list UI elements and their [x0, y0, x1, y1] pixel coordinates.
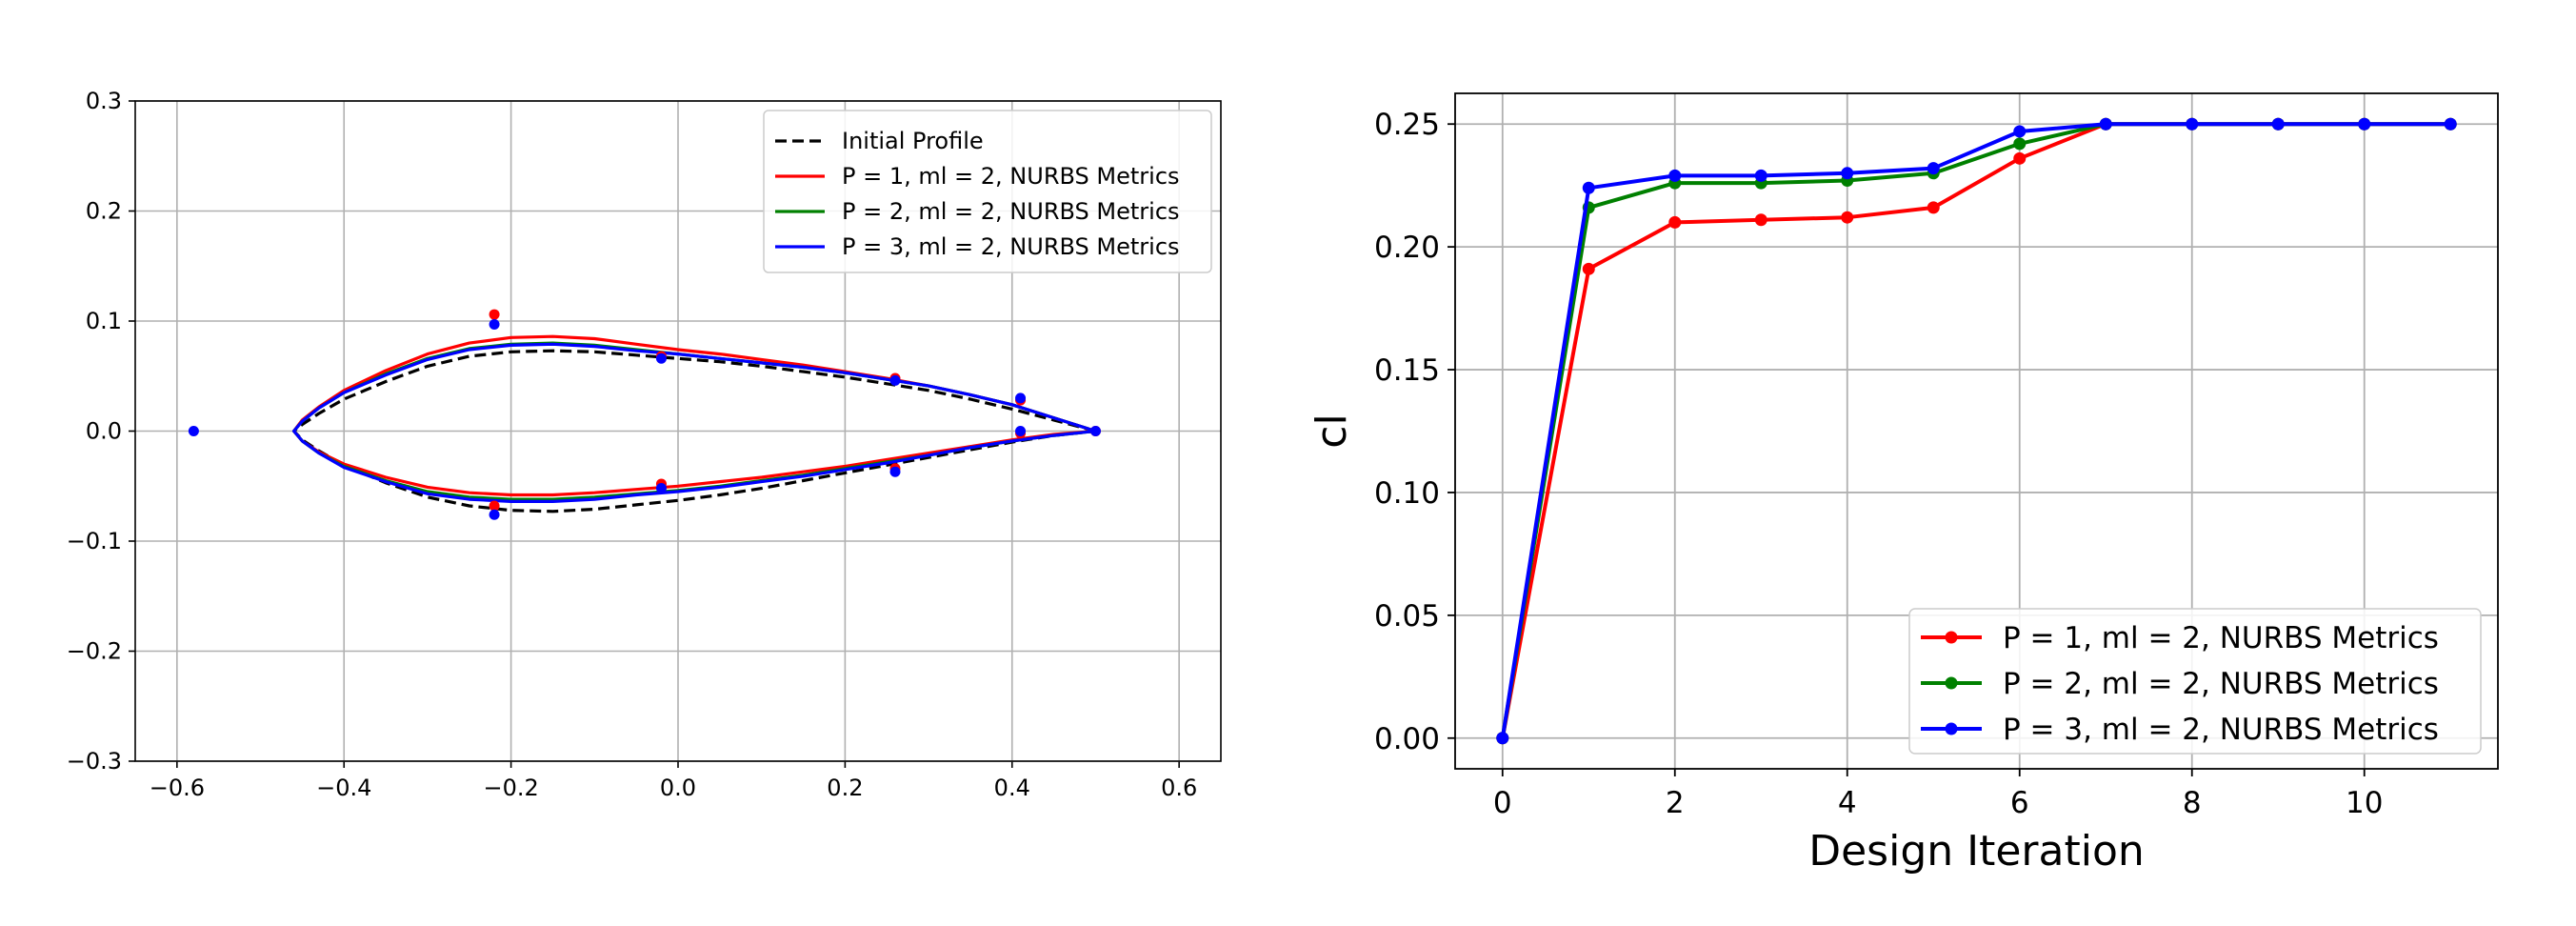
- series-line-2: [292, 341, 1096, 501]
- legend-label-1: P = 2, ml = 2, NURBS Metrics: [2003, 667, 2439, 701]
- control-point: [889, 466, 901, 477]
- x-tick-label: 6: [2010, 786, 2029, 820]
- legend-marker-2: [1945, 722, 1958, 735]
- legend-label-0: P = 1, ml = 2, NURBS Metrics: [2003, 621, 2439, 655]
- control-point: [1015, 393, 1027, 404]
- x-tick-label: −0.4: [316, 775, 371, 801]
- legend-box: [763, 110, 1212, 273]
- series-point-2: [1841, 167, 1854, 180]
- control-point: [889, 374, 901, 386]
- series-point-2: [2099, 117, 2112, 131]
- y-tick-label: 0.20: [1374, 231, 1440, 265]
- control-point: [489, 309, 500, 320]
- legend-label-1: P = 1, ml = 2, NURBS Metrics: [842, 163, 1180, 190]
- x-tick-label: 0.6: [1161, 775, 1197, 801]
- y-tick-label: −0.2: [67, 638, 122, 665]
- legend-label-3: P = 3, ml = 2, NURBS Metrics: [842, 233, 1180, 260]
- plot-frame: [1454, 92, 2499, 770]
- x-tick-label: 0: [1493, 786, 1512, 820]
- control-point: [655, 352, 667, 364]
- series-point-2: [2358, 117, 2371, 131]
- series-point-2: [1582, 181, 1595, 194]
- x-tick-label: 0.4: [994, 775, 1030, 801]
- y-tick-label: 0.2: [86, 198, 122, 225]
- legend-label-2: P = 3, ml = 2, NURBS Metrics: [2003, 713, 2439, 747]
- x-tick-label: 0.0: [660, 775, 696, 801]
- y-tick-label: 0.15: [1374, 353, 1440, 388]
- control-point: [489, 318, 500, 330]
- x-tick-label: 10: [2346, 786, 2383, 820]
- series-line-2: [1500, 122, 2451, 739]
- y-tick-label: 0.00: [1374, 722, 1440, 756]
- x-tick-label: 0.2: [827, 775, 863, 801]
- x-tick-label: −0.2: [483, 775, 538, 801]
- control-point: [489, 500, 500, 512]
- y-tick-label: 0.3: [86, 88, 122, 114]
- y-tick-label: 0.0: [86, 418, 122, 445]
- legend-box: [1908, 608, 2482, 755]
- series-point-1: [2013, 137, 2027, 151]
- legend-marker-0: [1945, 631, 1958, 644]
- x-tick-label: 8: [2183, 786, 2202, 820]
- series-point-0: [1754, 213, 1767, 227]
- series-point-2: [2013, 125, 2027, 138]
- plot-area: [188, 309, 1101, 520]
- x-axis-label: Design Iteration: [1808, 827, 2145, 876]
- y-tick-label: 0.10: [1374, 476, 1440, 511]
- legend: Initial Profile P = 1, ml = 2, NURBS Metr…: [763, 110, 1212, 273]
- x-tick-label: −0.6: [150, 775, 205, 801]
- series-point-2: [2186, 117, 2199, 131]
- y-tick-label: −0.1: [67, 528, 122, 554]
- series-point-2: [2271, 117, 2285, 131]
- plot-frame: [134, 100, 1222, 762]
- legend-label-0: Initial Profile: [842, 128, 984, 154]
- control-point: [655, 483, 667, 494]
- legend: P = 1, ml = 2, NURBS Metrics P = 2, ml = …: [1908, 608, 2482, 755]
- series-line-3: [292, 342, 1096, 503]
- legend-label-2: P = 2, ml = 2, NURBS Metrics: [842, 198, 1180, 225]
- x-tick-label: 2: [1666, 786, 1685, 820]
- control-point: [1015, 426, 1027, 436]
- x-tick-label: 4: [1838, 786, 1857, 820]
- lift-coefficient-history-chart: 0 2 4 6 8 10 0.00 0.05 0.10 0.15 0.20 0.25 Design It…: [1308, 92, 2499, 876]
- control-point: [188, 426, 199, 436]
- series-point-2: [1754, 169, 1767, 182]
- legend-marker-1: [1945, 676, 1958, 690]
- series-point-2: [1927, 162, 1940, 175]
- series-point-0: [1841, 211, 1854, 224]
- series-point-0: [1668, 215, 1682, 229]
- y-tick-label: 0.1: [86, 308, 122, 334]
- control-point: [1089, 426, 1101, 436]
- y-tick-label: −0.3: [67, 748, 122, 775]
- series-point-2: [1496, 732, 1509, 745]
- series-point-0: [2013, 151, 2027, 165]
- series-point-2: [1668, 169, 1682, 182]
- series-line-1: [292, 334, 1096, 497]
- y-tick-label: 0.05: [1374, 599, 1440, 634]
- series-point-0: [1582, 262, 1595, 275]
- y-axis-label: cl: [1308, 413, 1356, 448]
- series-point-2: [2444, 117, 2457, 131]
- control-point: [489, 509, 500, 520]
- y-tick-label: 0.25: [1374, 108, 1440, 142]
- airfoil-profile-chart: −0.6 −0.4 −0.2 0.0 0.2 0.4 0.6 −0.3 −0.2 −0.1 0.0 0…: [67, 88, 1222, 801]
- series-point-0: [1927, 201, 1940, 214]
